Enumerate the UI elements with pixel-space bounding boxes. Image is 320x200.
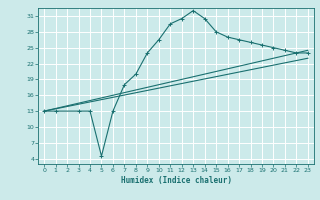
X-axis label: Humidex (Indice chaleur): Humidex (Indice chaleur) <box>121 176 231 185</box>
